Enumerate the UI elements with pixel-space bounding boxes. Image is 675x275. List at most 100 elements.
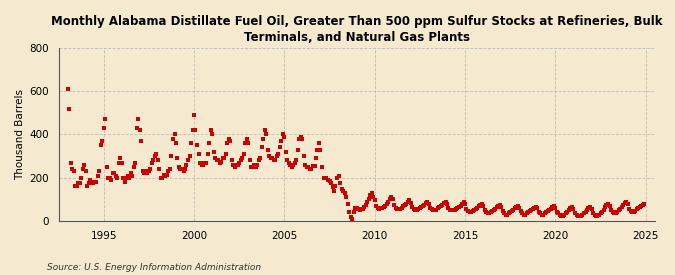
Point [454, 205, 464, 209]
Point [144, 169, 155, 174]
Point [541, 210, 551, 214]
Point [407, 205, 418, 209]
Point [175, 167, 186, 171]
Point [186, 141, 196, 145]
Point [308, 164, 319, 168]
Point [155, 175, 166, 180]
Point [312, 147, 323, 152]
Point [570, 211, 580, 216]
Point [615, 207, 626, 211]
Point [574, 213, 585, 218]
Point [288, 163, 299, 167]
Text: Source: U.S. Energy Information Administration: Source: U.S. Energy Information Administ… [47, 263, 261, 271]
Point [425, 206, 436, 210]
Point [269, 158, 279, 163]
Point [625, 209, 636, 213]
Point [76, 175, 86, 180]
Point [551, 210, 562, 214]
Point [402, 199, 413, 204]
Point [302, 165, 313, 169]
Point [490, 207, 501, 211]
Point [518, 212, 529, 217]
Point [284, 160, 294, 165]
Point [238, 152, 249, 156]
Point [133, 117, 144, 122]
Point [383, 199, 394, 204]
Point [592, 213, 603, 218]
Point [149, 154, 160, 158]
Point [207, 132, 217, 137]
Point [556, 213, 567, 218]
Point [381, 202, 392, 206]
Point [296, 134, 306, 139]
Point [250, 165, 261, 169]
Point [111, 174, 122, 178]
Point [244, 158, 255, 163]
Point [373, 206, 383, 210]
Point [460, 202, 470, 206]
Point [252, 163, 263, 167]
Point [435, 204, 446, 208]
Point [479, 208, 490, 212]
Point [336, 186, 347, 191]
Point [315, 147, 326, 152]
Point [571, 212, 582, 217]
Point [122, 174, 133, 178]
Point [434, 205, 445, 209]
Point [165, 167, 176, 171]
Point [618, 203, 628, 207]
Point [259, 128, 270, 132]
Point [121, 175, 132, 180]
Point [580, 210, 591, 214]
Point [621, 199, 632, 204]
Point [560, 211, 571, 216]
Point [591, 213, 601, 218]
Point [351, 206, 362, 210]
Point [173, 165, 184, 169]
Point [461, 207, 472, 211]
Point [401, 202, 412, 206]
Point [331, 175, 342, 180]
Point [181, 163, 192, 167]
Point [565, 206, 576, 210]
Point [429, 208, 440, 212]
Point [106, 178, 117, 182]
Point [282, 158, 293, 163]
Point [247, 165, 258, 169]
Point [495, 205, 506, 209]
Point [237, 156, 248, 161]
Point [300, 163, 311, 167]
Point [359, 205, 370, 209]
Point [411, 208, 422, 212]
Point [392, 207, 403, 211]
Point [94, 169, 105, 174]
Point [389, 203, 400, 207]
Point [309, 164, 320, 168]
Point [470, 207, 481, 211]
Point [338, 189, 348, 193]
Point [368, 195, 379, 199]
Point [226, 158, 237, 163]
Point [610, 211, 621, 216]
Point [410, 208, 421, 212]
Point [419, 203, 430, 207]
Point [198, 163, 209, 167]
Point [634, 205, 645, 209]
Point [204, 141, 215, 145]
Point [472, 206, 483, 210]
Point [466, 210, 477, 214]
Point [219, 156, 230, 161]
Point [314, 141, 325, 145]
Point [82, 184, 92, 189]
Point [317, 165, 327, 169]
Point [456, 202, 467, 206]
Point [213, 158, 223, 163]
Point [208, 150, 219, 154]
Point [290, 160, 300, 165]
Point [116, 160, 127, 165]
Point [622, 202, 633, 206]
Point [279, 134, 290, 139]
Point [514, 206, 524, 210]
Point [441, 202, 452, 206]
Point [511, 205, 522, 209]
